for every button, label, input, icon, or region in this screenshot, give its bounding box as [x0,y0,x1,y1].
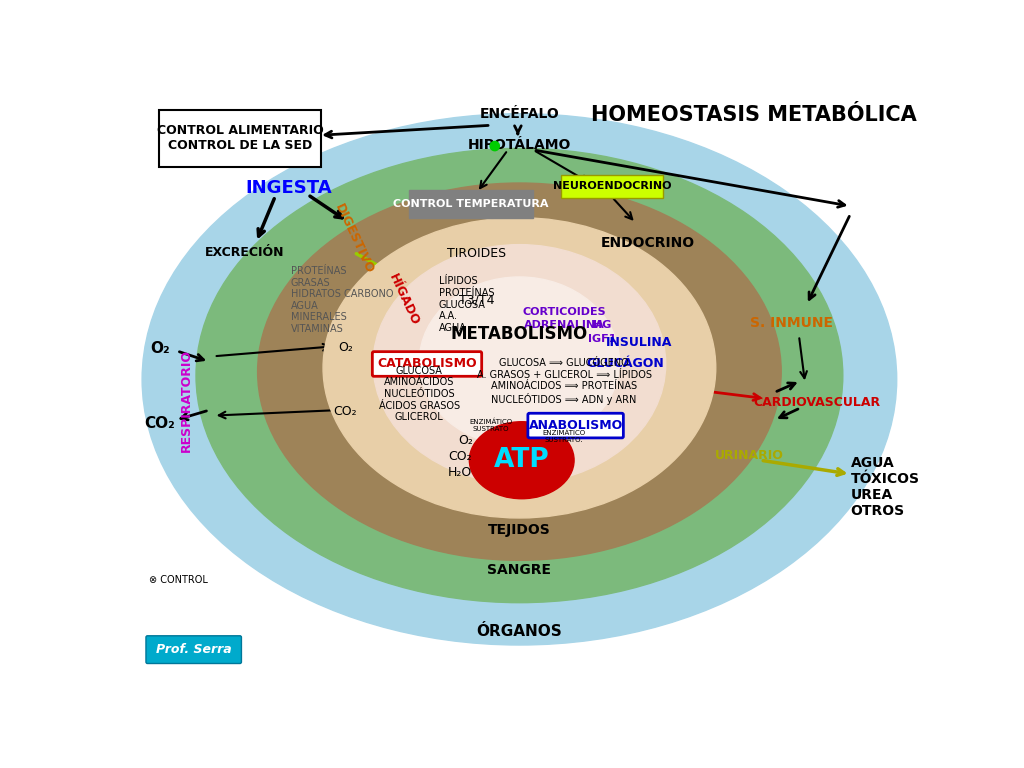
Text: ATP: ATP [494,447,550,473]
Text: T3/T4: T3/T4 [460,293,495,306]
Text: TIROIDES: TIROIDES [447,247,507,260]
Text: CO₂: CO₂ [333,406,356,419]
Text: ENDOCRINO: ENDOCRINO [601,236,695,250]
Text: CORTICOIDES: CORTICOIDES [522,307,606,317]
Text: METABOLISMO: METABOLISMO [451,325,588,343]
Text: CONTROL ALIMENTARIO
CONTROL DE LA SED: CONTROL ALIMENTARIO CONTROL DE LA SED [157,124,324,152]
Text: GLUCOSA
AMINOÁCIDOS
NUCLEÓTIDOS
ÁCIDOS GRASOS
GLICEROL: GLUCOSA AMINOÁCIDOS NUCLEÓTIDOS ÁCIDOS G… [379,366,460,422]
Text: RESPIRATORIO: RESPIRATORIO [179,349,193,452]
Text: ENZIMÁTICO
SUSTRATO: ENZIMÁTICO SUSTRATO [469,418,512,432]
FancyBboxPatch shape [373,352,481,376]
FancyBboxPatch shape [159,110,321,167]
Text: INSULINA: INSULINA [605,336,672,349]
Ellipse shape [142,114,897,645]
Text: HIPOTÁLAMO: HIPOTÁLAMO [468,137,571,151]
Text: H₂O: H₂O [447,466,472,479]
Text: ÓRGANOS: ÓRGANOS [476,624,562,639]
Ellipse shape [469,422,574,498]
Ellipse shape [258,183,781,561]
Text: AGUA
TÓXICOS
UREA
OTROS: AGUA TÓXICOS UREA OTROS [851,456,920,518]
Text: CARDIOVASCULAR: CARDIOVASCULAR [754,396,881,409]
Text: ADRENALINA: ADRENALINA [523,320,604,330]
Text: IGF1: IGF1 [589,333,616,343]
FancyBboxPatch shape [561,174,663,197]
Text: ⊗ CONTROL: ⊗ CONTROL [150,574,208,584]
Text: HG: HG [593,320,611,330]
Ellipse shape [419,277,620,446]
Ellipse shape [323,217,716,518]
Text: INGESTA: INGESTA [245,180,332,197]
Text: S. INMUNE: S. INMUNE [750,316,833,330]
Text: PROTEÍNAS
GRASAS
HIDRATOS CARBONO
AGUA
MINERALES
VITAMINAS: PROTEÍNAS GRASAS HIDRATOS CARBONO AGUA M… [291,266,393,334]
Text: CO₂: CO₂ [144,415,175,431]
Text: Prof. Serra: Prof. Serra [156,643,231,656]
Text: ENCÉFALO: ENCÉFALO [479,107,559,121]
Ellipse shape [373,245,666,483]
Text: O₂: O₂ [339,340,353,353]
Text: ANABOLISMO: ANABOLISMO [528,419,623,432]
Text: HÍGADO: HÍGADO [386,272,422,328]
Text: NEUROENDOCRINO: NEUROENDOCRINO [553,181,671,191]
Text: DIGESTIVO: DIGESTIVO [332,201,376,276]
Text: GLUCOSA ⟹ GLUCÓGENO
A. GRASOS + GLICEROL ⟹ LÍPIDOS
AMINOÁCIDOS ⟹ PROTEÍNAS
NUCLE: GLUCOSA ⟹ GLUCÓGENO A. GRASOS + GLICEROL… [476,358,651,406]
Circle shape [490,141,500,151]
Text: SANGRE: SANGRE [487,562,551,577]
Text: URINARIO: URINARIO [715,449,783,462]
Text: ENZIMÁTICO
SUSTRATO.: ENZIMÁTICO SUSTRATO. [543,429,586,443]
Text: GLUCÁGON: GLUCÁGON [587,357,665,370]
Ellipse shape [196,148,843,603]
Text: TEJIDOS: TEJIDOS [488,522,551,537]
FancyBboxPatch shape [528,413,624,438]
Text: CONTROL TEMPERATURA: CONTROL TEMPERATURA [393,199,549,209]
Text: EXCRECIÓN: EXCRECIÓN [205,246,285,259]
Text: O₂: O₂ [458,434,473,447]
Text: O₂: O₂ [150,341,170,356]
Text: CO₂: CO₂ [449,450,472,463]
Text: CATABOLISMO: CATABOLISMO [377,357,477,370]
Text: HOMEOSTASIS METABÓLICA: HOMEOSTASIS METABÓLICA [592,105,918,125]
Text: LÍPIDOS
PROTEÍNAS
GLUCOSA
A.A.
AGUA: LÍPIDOS PROTEÍNAS GLUCOSA A.A. AGUA [438,276,494,333]
FancyBboxPatch shape [146,636,242,664]
FancyBboxPatch shape [409,190,534,217]
